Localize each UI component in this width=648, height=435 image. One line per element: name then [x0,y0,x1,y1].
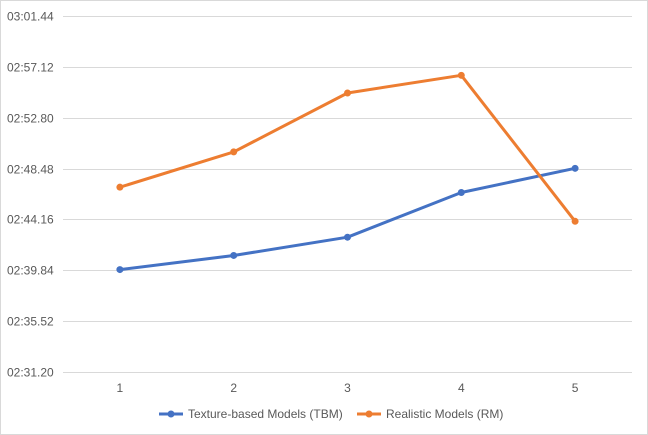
legend-swatch-marker [365,410,373,418]
y-tick-label: 02:52.80 [7,112,54,126]
data-point [344,89,351,97]
data-point [230,148,238,156]
y-tick-label: 02:31.20 [7,366,54,380]
y-tick-label: 02:57.12 [7,61,54,75]
y-axis-ticks: 02:31.20 02:35.52 02:39.84 02:44.16 02:48.48… [7,10,54,380]
x-axis-ticks: 1 2 3 4 5 [117,381,579,395]
y-tick-label: 02:39.84 [7,264,54,278]
data-point [571,217,579,225]
series-line-2 [118,73,577,223]
y-tick-label: 02:44.16 [7,213,54,227]
data-point [116,183,124,191]
series-layer [116,71,579,274]
x-tick-label: 3 [344,381,351,395]
series-line-1 [118,166,577,272]
x-tick-label: 5 [572,381,579,395]
data-point [344,233,351,241]
y-tick-label: 02:48.48 [7,163,54,177]
x-tick-label: 4 [458,381,465,395]
legend-swatch-marker [167,410,175,418]
y-tick-label: 03:01.44 [7,10,54,24]
data-point [116,266,124,274]
y-tick-label: 02:35.52 [7,315,54,329]
x-tick-label: 1 [117,381,124,395]
data-point [457,188,465,196]
legend: Texture-based Models (TBM) Realistic Mode… [159,407,503,421]
legend-label: Texture-based Models (TBM) [188,407,343,421]
legend-label: Realistic Models (RM) [386,407,503,421]
data-point [571,164,579,172]
data-point [457,71,465,79]
x-tick-label: 2 [230,381,237,395]
data-point [230,251,238,259]
gridlines [63,16,632,373]
